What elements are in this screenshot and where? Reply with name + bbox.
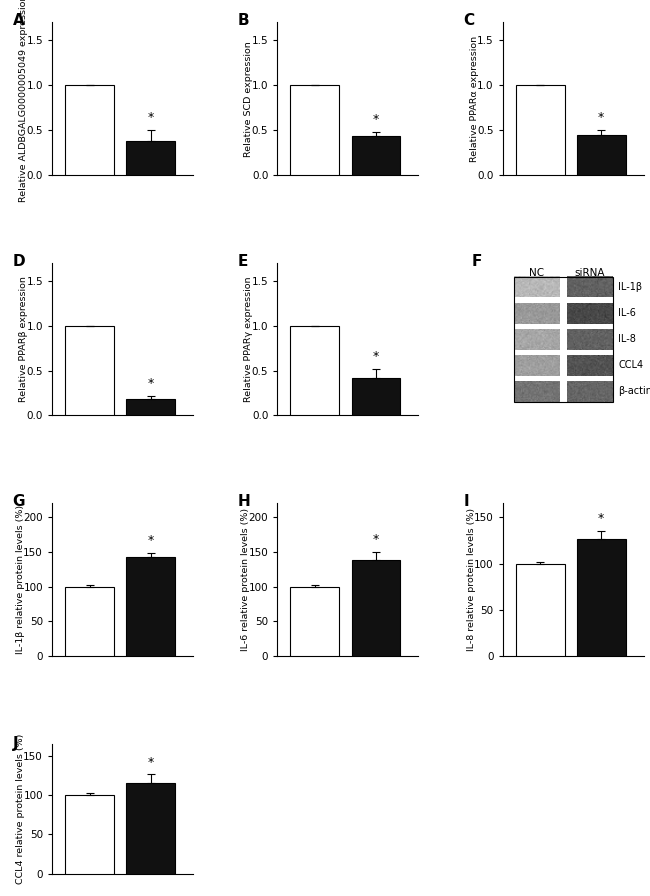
Bar: [514, 277, 612, 401]
Text: CCL4: CCL4: [618, 360, 644, 370]
Text: IL-1β: IL-1β: [618, 282, 642, 292]
Text: H: H: [238, 495, 251, 509]
Y-axis label: IL-1β relative protein levels (%): IL-1β relative protein levels (%): [16, 505, 25, 654]
Bar: [516, 85, 565, 175]
Bar: [65, 85, 114, 175]
Bar: [291, 587, 339, 656]
Text: siRNA: siRNA: [575, 268, 605, 278]
Bar: [577, 538, 626, 656]
Text: C: C: [463, 13, 474, 29]
Text: *: *: [148, 534, 153, 547]
Bar: [65, 587, 114, 656]
Bar: [126, 400, 175, 416]
Text: *: *: [373, 533, 379, 546]
Text: *: *: [148, 755, 153, 769]
Bar: [291, 85, 339, 175]
Bar: [126, 556, 175, 656]
Text: A: A: [12, 13, 24, 29]
Y-axis label: Relative PPARα expression: Relative PPARα expression: [470, 36, 479, 161]
Text: *: *: [373, 113, 379, 125]
Text: J: J: [12, 737, 18, 751]
Text: G: G: [12, 495, 25, 509]
Bar: [352, 378, 400, 416]
Y-axis label: Relative ALDBGALG0000005049 expression: Relative ALDBGALG0000005049 expression: [19, 0, 28, 202]
Text: D: D: [12, 254, 25, 269]
Text: *: *: [148, 376, 153, 390]
Text: NC: NC: [529, 268, 544, 278]
Text: F: F: [472, 254, 482, 269]
Text: I: I: [463, 495, 469, 509]
Bar: [65, 795, 114, 874]
Bar: [577, 135, 626, 175]
Text: IL-6: IL-6: [618, 308, 636, 318]
Bar: [126, 783, 175, 874]
Bar: [352, 560, 400, 656]
Text: *: *: [373, 349, 379, 363]
Bar: [291, 326, 339, 416]
Y-axis label: IL-8 relative protein levels (%): IL-8 relative protein levels (%): [467, 508, 476, 651]
Y-axis label: IL-6 relative protein levels (%): IL-6 relative protein levels (%): [241, 508, 250, 651]
Bar: [516, 564, 565, 656]
Text: E: E: [238, 254, 248, 269]
Text: *: *: [598, 111, 604, 124]
Text: *: *: [598, 513, 604, 525]
Text: β-actin: β-actin: [618, 386, 650, 396]
Bar: [126, 141, 175, 175]
Text: B: B: [238, 13, 250, 29]
Text: IL-8: IL-8: [618, 334, 636, 344]
Y-axis label: Relative PPARβ expression: Relative PPARβ expression: [19, 276, 28, 402]
Y-axis label: Relative PPARγ expression: Relative PPARγ expression: [244, 277, 254, 402]
Text: *: *: [148, 111, 153, 124]
Y-axis label: Relative SCD expression: Relative SCD expression: [244, 40, 254, 157]
Y-axis label: CCL4 relative protein levels (%): CCL4 relative protein levels (%): [16, 734, 25, 884]
Bar: [65, 326, 114, 416]
Bar: [352, 136, 400, 175]
